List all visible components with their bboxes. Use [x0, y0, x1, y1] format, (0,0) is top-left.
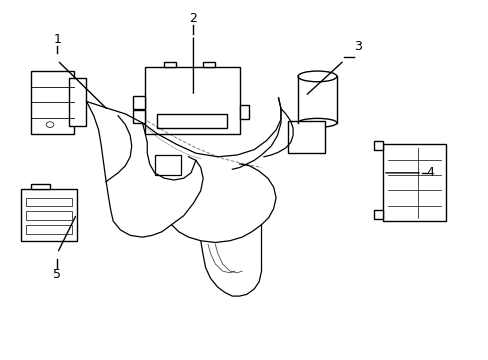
Text: 3: 3 — [353, 40, 361, 53]
FancyBboxPatch shape — [239, 105, 249, 119]
FancyBboxPatch shape — [287, 121, 324, 153]
FancyBboxPatch shape — [30, 184, 50, 189]
Text: 2: 2 — [189, 12, 197, 24]
FancyBboxPatch shape — [132, 111, 144, 123]
Text: 5: 5 — [53, 267, 61, 280]
Ellipse shape — [297, 118, 336, 127]
Ellipse shape — [297, 71, 336, 82]
Text: 4: 4 — [426, 166, 434, 179]
FancyBboxPatch shape — [203, 62, 215, 67]
FancyBboxPatch shape — [164, 62, 176, 67]
FancyBboxPatch shape — [373, 141, 382, 150]
FancyBboxPatch shape — [144, 67, 239, 134]
FancyBboxPatch shape — [132, 96, 144, 109]
FancyBboxPatch shape — [382, 144, 446, 221]
FancyBboxPatch shape — [69, 78, 86, 126]
FancyBboxPatch shape — [26, 225, 72, 234]
FancyBboxPatch shape — [26, 211, 72, 220]
FancyBboxPatch shape — [26, 198, 72, 206]
Text: 1: 1 — [53, 33, 61, 46]
FancyBboxPatch shape — [30, 71, 74, 134]
FancyBboxPatch shape — [157, 114, 227, 128]
FancyBboxPatch shape — [373, 210, 382, 219]
FancyBboxPatch shape — [21, 189, 77, 241]
